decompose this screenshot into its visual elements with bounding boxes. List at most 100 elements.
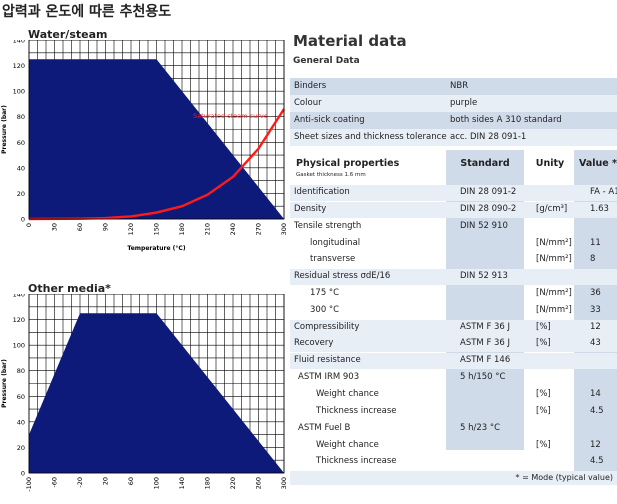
x-tick-label: 140: [178, 477, 186, 489]
property-unity: [N/mm²]: [536, 238, 572, 248]
x-tick-label: -60: [51, 477, 59, 488]
y-tick-label: 80: [17, 113, 25, 121]
property-label: Weight chance: [316, 440, 379, 450]
general-label: Colour: [294, 98, 322, 108]
property-unity: [g/cm³]: [536, 204, 568, 214]
property-unity: [%]: [536, 338, 551, 348]
x-tick-label: 260: [255, 477, 263, 489]
property-standard: 5 h/150 °C: [460, 372, 506, 382]
property-value: 14: [590, 389, 601, 399]
property-value: FA - A1 - O: [590, 187, 617, 197]
property-unity: [N/mm²]: [536, 288, 572, 298]
general-label: Binders: [294, 81, 327, 91]
y-axis-label: Pressure (bar): [1, 105, 8, 154]
x-tick-label: 60: [127, 477, 135, 485]
y-tick-label: 0: [21, 216, 25, 224]
property-label: Residual stress σdE/16: [294, 271, 391, 281]
general-value: both sides A 310 standard: [450, 115, 562, 125]
property-unity: [%]: [536, 440, 551, 450]
x-tick-label: 120: [127, 223, 135, 235]
property-value: 4.5: [590, 456, 604, 466]
property-label: Density: [294, 204, 327, 214]
x-tick-label: 220: [229, 477, 237, 489]
property-label: ASTM IRM 903: [298, 372, 360, 382]
property-value: 36: [590, 288, 601, 298]
plot-frame: [28, 40, 285, 220]
data-row-band: [290, 269, 617, 285]
property-label: Tensile strength: [294, 221, 362, 231]
data-row-band: [290, 353, 617, 369]
x-tick-label: 180: [178, 223, 186, 235]
other-chart-title: Other media*: [28, 282, 111, 295]
general-data-title: General Data: [293, 56, 360, 66]
property-standard: DIN 52 910: [460, 221, 508, 231]
property-value: 33: [590, 305, 601, 315]
general-row-band: [290, 78, 617, 95]
general-label: Sheet sizes and thickness tolerance: [294, 132, 447, 142]
material-data-title: Material data: [293, 32, 407, 50]
general-row-band: [290, 112, 617, 129]
x-axis-label: Temperature (°C): [127, 245, 185, 252]
water-chart-title: Water/steam: [28, 28, 108, 41]
property-label: Recovery: [294, 338, 334, 348]
x-tick-label: 150: [153, 223, 161, 235]
y-tick-label: 120: [13, 62, 25, 70]
gasket-thickness-note: Gasket thickness 1.6 mm: [296, 172, 366, 178]
property-value: 4.5: [590, 406, 604, 416]
x-tick-label: 180: [204, 477, 212, 489]
property-standard: ASTM F 36 J: [460, 338, 511, 348]
property-value: 1.63: [590, 204, 609, 214]
standard-header: Standard: [460, 158, 510, 169]
general-row-band: [290, 95, 617, 112]
property-unity: [%]: [536, 322, 551, 332]
property-label: transverse: [310, 254, 356, 264]
property-unity: [%]: [536, 406, 551, 416]
y-tick-label: 40: [17, 164, 25, 172]
other-media-chart: 0 20 40 60 80 100 120 140 -100 -60 -20 20 60 100 140 18…: [1, 294, 288, 492]
property-value: 8: [590, 254, 596, 264]
y-tick-label: 120: [13, 316, 25, 324]
property-standard: 5 h/23 °C: [460, 423, 501, 433]
property-unity: [N/mm²]: [536, 254, 572, 264]
property-standard: DIN 28 091-2: [460, 187, 517, 197]
water-steam-chart: Saturated steam curve 0 20 40 60 80 100 120 140 0…: [1, 40, 288, 252]
property-standard: ASTM F 146: [460, 355, 511, 365]
property-label: ASTM Fuel B: [298, 423, 351, 433]
property-label: Thickness increase: [316, 406, 397, 416]
curve-label: Saturated steam curve: [193, 112, 268, 120]
y-tick-label: 0: [21, 470, 25, 478]
x-tick-label: -20: [76, 477, 84, 488]
y-tick-label: 20: [17, 444, 25, 452]
recommended-area: [29, 59, 284, 220]
plot-frame: [28, 294, 285, 474]
x-tick-label: 30: [51, 223, 59, 231]
x-tick-label: 240: [229, 223, 237, 235]
property-label: Identification: [294, 187, 350, 197]
property-label: longitudinal: [310, 238, 361, 248]
general-row-band: [290, 129, 617, 146]
property-value: 43: [590, 338, 601, 348]
general-label: Anti-sick coating: [294, 115, 365, 125]
x-tick-label: 210: [204, 223, 212, 235]
general-value: purple: [450, 98, 478, 108]
recommended-area: [29, 313, 284, 473]
data-row-band: [290, 185, 617, 201]
y-tick-label: 100: [13, 342, 25, 350]
y-axis-label: Pressure (bar): [1, 359, 8, 408]
x-tick-label: 300: [280, 477, 288, 489]
x-tick-label: 0: [25, 223, 33, 227]
material-data-panel: Material data General Data Binders NBR Col…: [290, 30, 617, 504]
y-tick-label: 40: [17, 418, 25, 426]
property-standard: DIN 28 090-2: [460, 204, 517, 214]
data-row-band: [290, 202, 617, 218]
data-row-band: [290, 336, 617, 352]
property-value: 12: [590, 440, 601, 450]
x-tick-label: 60: [76, 223, 84, 231]
property-value: 11: [590, 238, 601, 248]
value-header: Value *: [579, 158, 617, 169]
property-label: Fluid resistance: [294, 355, 361, 365]
footnote: * = Mode (typical value): [515, 473, 613, 482]
property-unity: [%]: [536, 389, 551, 399]
saturated-steam-curve: [28, 108, 286, 221]
x-tick-label: 300: [280, 223, 288, 235]
